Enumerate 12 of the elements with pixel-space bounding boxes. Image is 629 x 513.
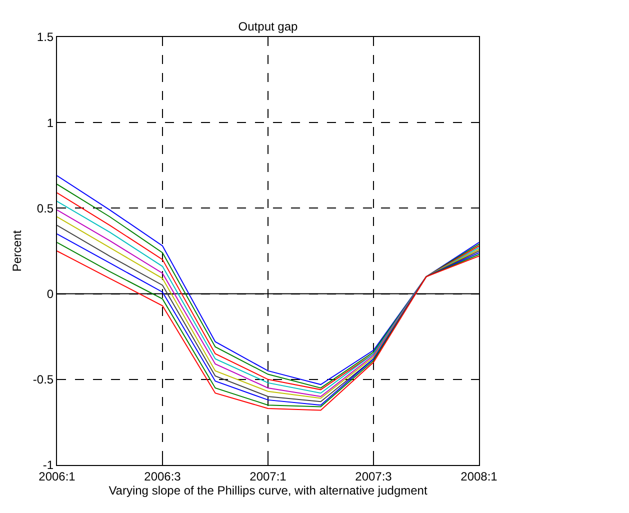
x-tick-label: 2006:3 <box>144 469 182 484</box>
y-tick-label: 0.5 <box>36 201 54 216</box>
x-tick-label: 2008:1 <box>460 469 498 484</box>
x-axis-title: Varying slope of the Phillips curve, with alternative judgment <box>108 483 428 498</box>
x-tick-label: 2007:3 <box>355 469 392 484</box>
y-tick-label: 1 <box>46 116 54 130</box>
y-axis-title: Percent <box>10 230 24 272</box>
y-tick-label: 1.5 <box>36 30 54 44</box>
y-tick-label: -0.5 <box>32 372 54 387</box>
y-tick-label: 0 <box>46 287 54 301</box>
chart-title: Output gap <box>238 19 298 34</box>
x-tick-label: 2007:1 <box>250 469 287 484</box>
